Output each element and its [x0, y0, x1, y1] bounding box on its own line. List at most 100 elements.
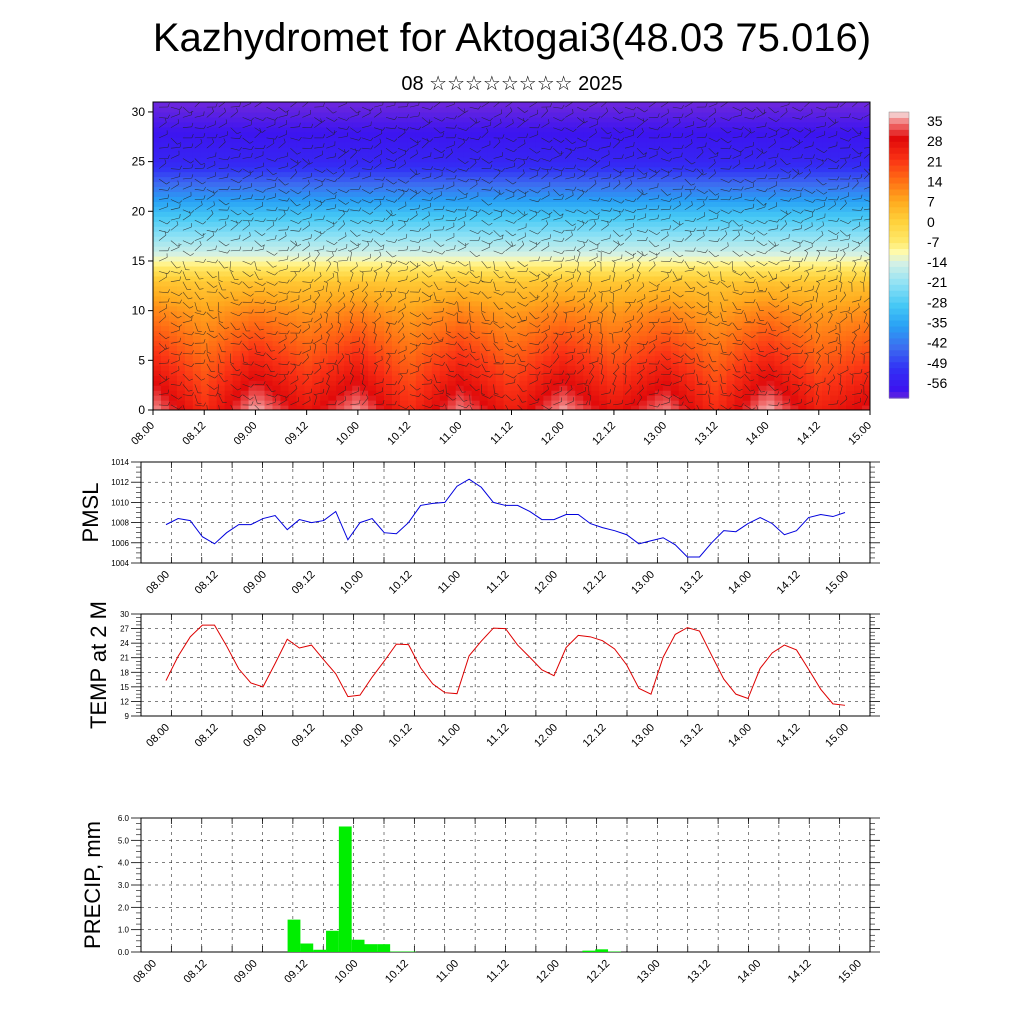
colorbar-swatch — [889, 296, 909, 304]
temp-x-tick-label: 13.00 — [629, 722, 657, 750]
temp-x-tick-label: 10.12 — [387, 722, 415, 750]
colorbar: 35 28 21 14 7 0 -7 -14 -21 -28 -35 -42 -49 -56 — [888, 111, 947, 399]
pmsl-y-axis-label: PMSL — [78, 483, 103, 543]
colorbar-swatch — [889, 332, 909, 340]
heatmap-y-tick-label: 30 — [132, 105, 146, 119]
temp-x-tick-label: 08.00 — [144, 722, 172, 750]
colorbar-swatch — [889, 326, 909, 334]
pmsl-x-tick-label: 12.12 — [581, 569, 609, 597]
temp-x-tick-label: 10.00 — [338, 722, 366, 750]
pmsl-grid — [141, 462, 870, 563]
precip-x-tick-label: 08.12 — [182, 958, 210, 986]
heatmap-x-tick-label: 08.00 — [129, 420, 157, 448]
precip-x-tick-label: 12.12 — [584, 958, 612, 986]
colorbar-swatch — [889, 255, 909, 262]
pmsl-x-tick-label: 10.12 — [387, 569, 415, 597]
precip-y-tick-label: 6.0 — [118, 814, 130, 823]
colorbar-swatch — [889, 266, 909, 274]
precip-bar — [377, 944, 391, 952]
colorbar-label: -42 — [927, 335, 947, 351]
precip-bar — [595, 949, 609, 952]
colorbar-label: -14 — [927, 254, 947, 270]
colorbar-label: 7 — [927, 194, 935, 210]
colorbar-label: -7 — [927, 234, 940, 250]
colorbar-swatch — [889, 302, 909, 310]
temp-x-tick-label: 12.12 — [581, 722, 609, 750]
colorbar-swatch — [889, 356, 909, 363]
precip-x-tick-label: 14.12 — [786, 958, 814, 986]
precip-x-tick-label: 13.00 — [635, 958, 663, 986]
heatmap-x-tick-label: 13.12 — [693, 420, 721, 448]
colorbar-label: -28 — [927, 294, 947, 310]
colorbar-swatch — [889, 201, 909, 208]
precip-y-tick-label: 5.0 — [118, 836, 130, 845]
colorbar-label: 35 — [927, 113, 943, 129]
colorbar-swatch — [889, 225, 909, 232]
temp-y-tick-label: 12 — [120, 697, 129, 706]
pmsl-y-tick-label: 1004 — [111, 559, 129, 568]
heatmap-y-tick-label: 0 — [138, 403, 145, 417]
colorbar-swatch — [889, 308, 909, 316]
heatmap-x-tick-label: 11.12 — [488, 420, 515, 447]
pmsl-x-tick-label: 14.00 — [726, 569, 754, 597]
temp-y-tick-label: 18 — [120, 668, 129, 677]
precip-x-tick-label: 13.12 — [685, 958, 713, 986]
precip-x-tick-label: 08.00 — [131, 958, 159, 986]
precip-y-axis-label: PRECIP, mm — [80, 821, 105, 949]
colorbar-swatch — [889, 153, 909, 161]
colorbar-swatch — [889, 135, 909, 143]
pmsl-x-tick-label: 14.12 — [775, 569, 803, 597]
heatmap-x-tick-label: 09.12 — [283, 420, 311, 448]
heatmap-y-tick-label: 5 — [138, 353, 145, 367]
temp-x-tick-label: 14.12 — [775, 722, 803, 750]
precip-y-tick-label: 2.0 — [118, 903, 130, 912]
chart-subtitle: 08 ☆☆☆☆☆☆☆☆ 2025 — [401, 73, 623, 95]
precip-x-tick-label: 12.00 — [534, 958, 562, 986]
pmsl-x-tick-label: 13.12 — [678, 569, 706, 597]
precip-bar — [351, 939, 365, 952]
pmsl-panel: 1004 1006 1008 1010 1012 1014 PMSL 08.00 08.12 09… — [78, 458, 880, 597]
precip-y-tick-label: 1.0 — [118, 926, 130, 935]
colorbar-swatch — [889, 284, 909, 292]
heatmap-x-tick-label: 10.12 — [385, 420, 413, 448]
temp-y-tick-label: 15 — [120, 683, 129, 692]
temp-x-tick-label: 13.12 — [678, 722, 706, 750]
heatmap-y-tick-label: 10 — [132, 304, 146, 318]
colorbar-swatch — [889, 290, 909, 298]
precip-bar — [338, 826, 352, 952]
colorbar-swatch — [889, 380, 909, 387]
colorbar-swatch — [889, 159, 909, 167]
colorbar-swatch — [889, 129, 909, 137]
colorbar-swatch — [889, 237, 909, 244]
colorbar-swatch — [889, 165, 909, 173]
wind-barbs — [158, 102, 870, 410]
pmsl-x-tick-label: 08.00 — [144, 569, 172, 597]
precip-x-tick-label: 09.12 — [282, 958, 310, 986]
precip-x-tick-label: 09.00 — [232, 958, 260, 986]
colorbar-swatch — [889, 368, 909, 375]
heatmap-y-tick-label: 15 — [132, 254, 146, 268]
temp-y-tick-label: 30 — [120, 610, 129, 619]
colorbar-swatch — [889, 189, 909, 197]
heatmap-y-tick-label: 20 — [132, 204, 146, 218]
temp-x-tick-label: 11.00 — [436, 722, 463, 749]
heatmap-x-tick-label: 13.00 — [641, 420, 669, 448]
colorbar-swatch — [889, 249, 909, 256]
pmsl-x-tick-label: 15.00 — [823, 569, 851, 597]
temp-2m-panel: 9 12 15 18 21 24 27 30 TEMP at 2 M 08.00 08.12 09.0… — [86, 601, 880, 750]
precip-x-tick-label: 15.00 — [836, 958, 864, 986]
pmsl-x-tick-label: 10.00 — [338, 569, 366, 597]
temp-y-tick-label: 9 — [125, 712, 130, 721]
pmsl-y-tick-label: 1010 — [111, 498, 129, 507]
precip-y-tick-label: 0.0 — [118, 948, 130, 957]
precip-bar — [313, 949, 327, 952]
pmsl-x-tick-label: 09.12 — [290, 569, 318, 597]
colorbar-label: -56 — [927, 375, 947, 391]
colorbar-label: -49 — [927, 355, 947, 371]
precip-bar — [326, 930, 339, 952]
heatmap-x-tick-label: 14.12 — [795, 420, 823, 448]
heatmap-x-tick-label: 10.00 — [334, 420, 362, 448]
precip-bar — [300, 943, 314, 952]
colorbar-swatch — [889, 177, 909, 185]
